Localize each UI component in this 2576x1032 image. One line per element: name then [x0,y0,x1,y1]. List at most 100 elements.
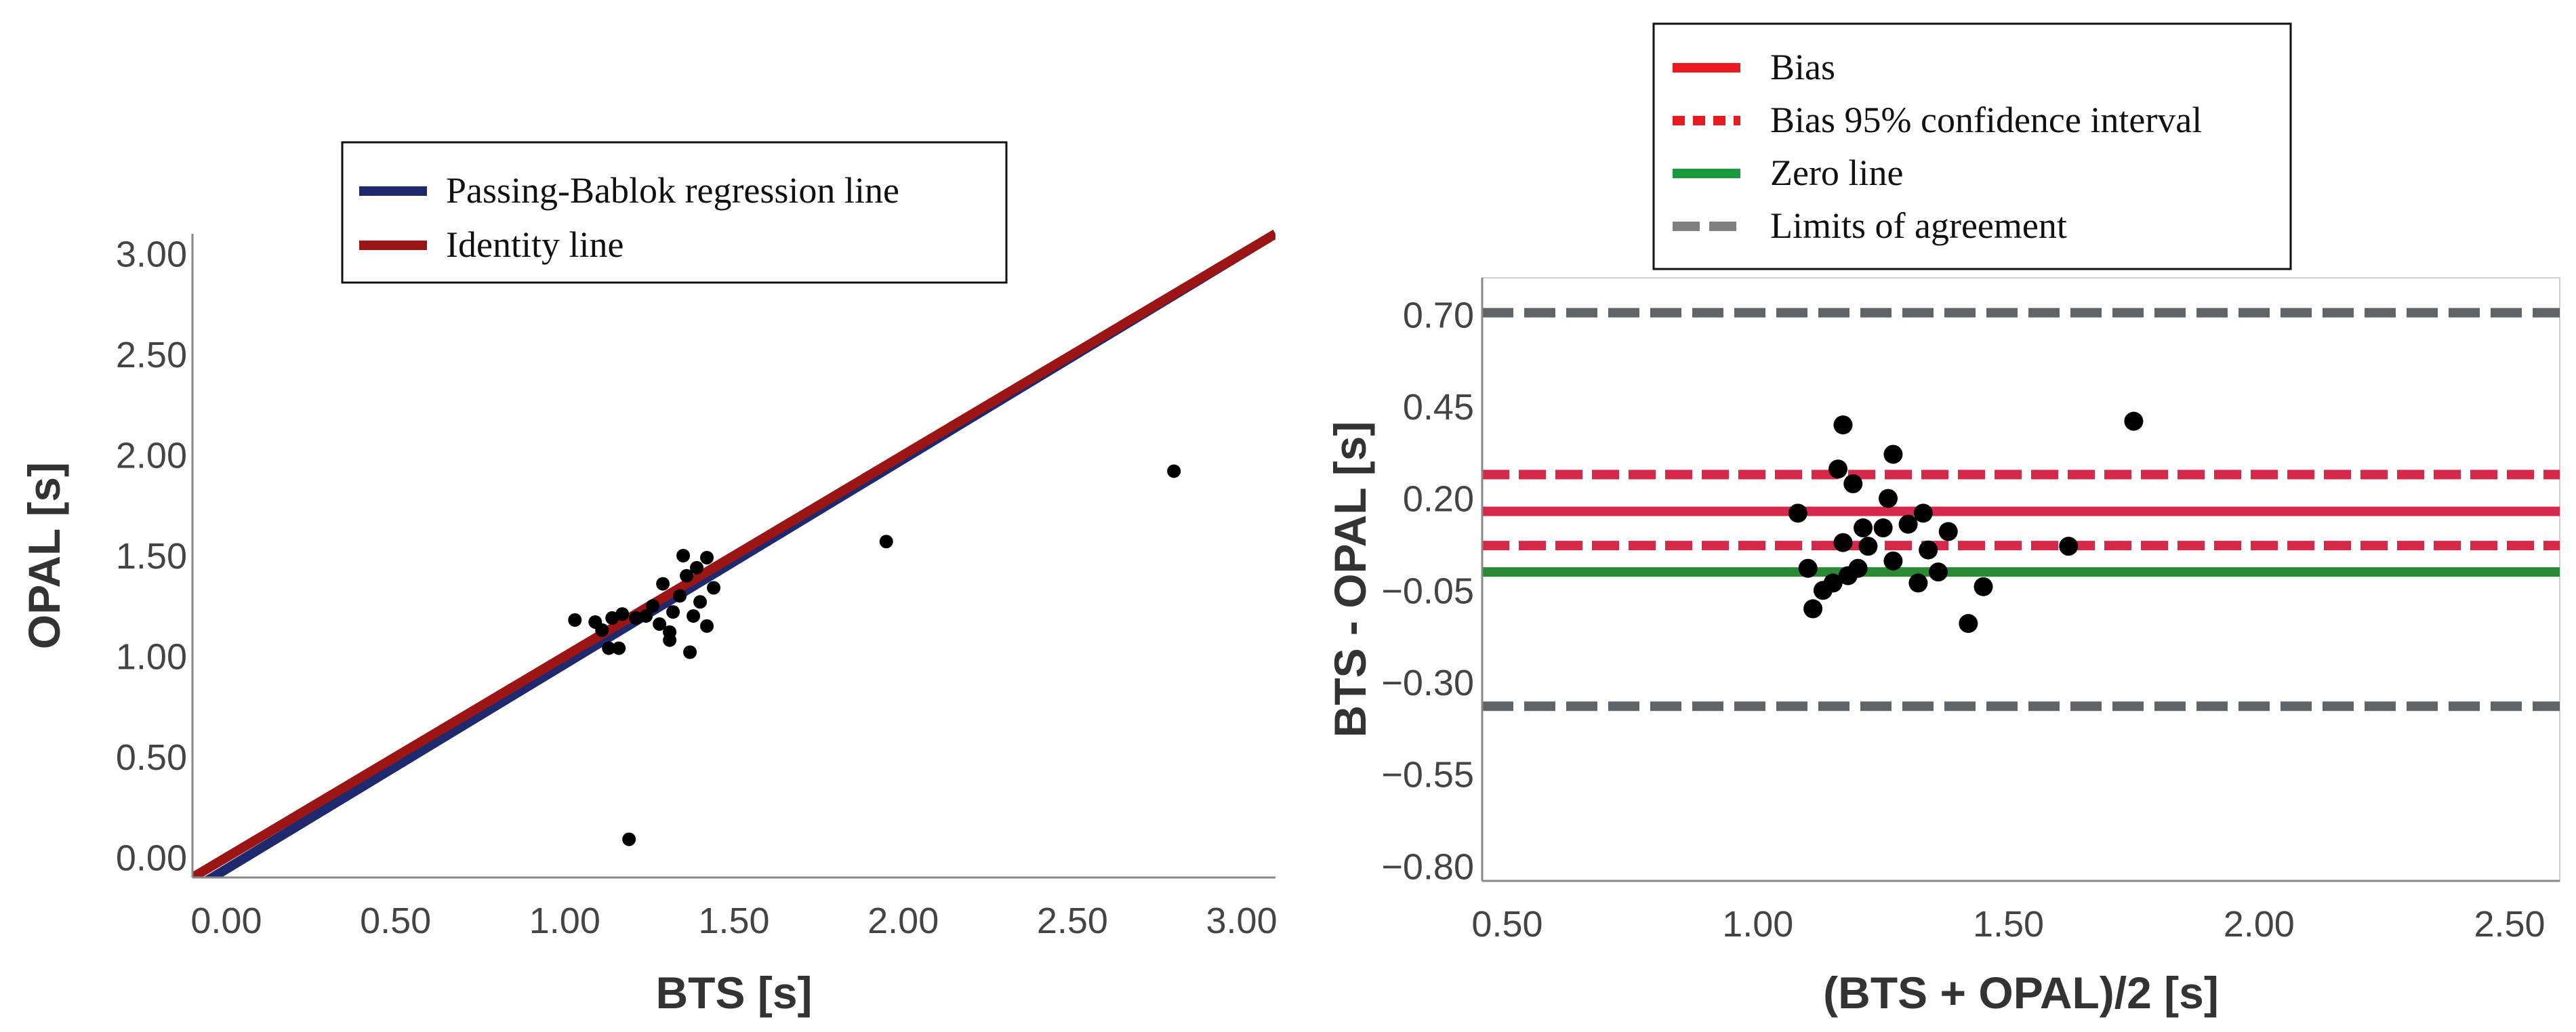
data-point [680,569,694,583]
data-point [1883,445,1903,464]
legend-box [1652,22,2292,270]
data-point [666,605,680,619]
data-point [605,611,619,625]
data-point [1858,537,1878,556]
data-point [1854,518,1873,538]
data-point [676,549,691,562]
y-tick-label: 0.00 [116,838,187,878]
data-point [1928,562,1948,582]
data-point [1788,503,1807,523]
data-point [2059,537,2079,556]
y-tick-label: 2.00 [116,436,187,476]
legend-label-bias: Bias [1770,47,1835,87]
data-point [595,623,609,637]
data-point [700,550,714,564]
data-point [622,832,636,846]
y-tick-label: 1.50 [116,536,187,577]
data-point [656,577,670,591]
data-point [1883,551,1903,571]
y-tick-label: 3.00 [116,234,187,275]
x-tick-label: 0.50 [360,901,431,941]
x-tick-label: 2.00 [867,901,939,941]
y-tick-label: −0.30 [1381,663,1474,703]
data-point [1898,514,1918,534]
data-point [1959,614,1978,634]
data-point [1803,599,1823,619]
legend: Bias Bias 95% confidence interval Zero l… [1652,22,2292,270]
bland-altman-chart: 0.50 1.00 1.50 2.00 2.50 0.70 0.45 0.20 −0.05 −0… [1325,22,2560,1018]
data-point [1913,503,1933,523]
x-axis-title: (BTS + OPAL)/2 [s] [1823,968,2219,1018]
y-tick-label: 1.00 [116,636,187,677]
data-point [612,641,626,655]
data-point [707,581,721,595]
x-tick-label: 0.50 [1471,904,1542,945]
data-point [693,595,708,609]
x-tick-labels: 0.50 1.00 1.50 2.00 2.50 [1471,904,2545,945]
legend-box [341,141,1008,284]
data-point [1167,464,1181,478]
data-point [2124,411,2144,431]
x-tick-label: 1.00 [1722,904,1793,945]
regression-lines [192,229,1275,878]
y-tick-label: 0.50 [116,737,187,778]
data-point [602,641,616,655]
data-point [639,609,653,623]
reference-lines [1482,308,2560,711]
data-point [1879,489,1898,508]
y-tick-label: −0.55 [1381,755,1474,796]
data-point [1848,558,1868,578]
data-point [663,625,677,639]
data-point [1843,474,1863,493]
identity-line [192,229,1275,878]
y-tick-label: 0.45 [1403,387,1474,428]
data-point [568,613,582,627]
x-axis-title: BTS [s] [656,968,813,1018]
y-tick-label: 0.20 [1403,479,1474,520]
scatter-points [1788,411,2144,634]
legend-label-zero: Zero line [1770,152,1903,193]
x-tick-label: 2.50 [1037,901,1108,941]
data-point [653,617,667,631]
data-point [1974,577,1993,596]
y-tick-label: −0.80 [1381,846,1474,887]
y-tick-label: 0.70 [1403,295,1474,335]
legend-label-limits: Limits of agreement [1770,205,2067,246]
scatter-points [568,464,1181,846]
x-tick-label: 2.00 [2224,904,2295,945]
data-point [1828,459,1848,479]
x-tick-label: 3.00 [1206,901,1277,941]
data-point [879,535,893,549]
data-point [646,599,660,613]
data-point [683,645,697,659]
x-tick-label: 0.00 [190,901,262,941]
x-tick-label: 2.50 [2474,904,2545,945]
y-tick-labels: 0.00 0.50 1.00 1.50 2.00 2.50 3.00 [116,234,187,879]
legend-label-identity: Identity line [446,224,623,265]
passing-bablok-chart: 0.00 0.50 1.00 1.50 2.00 2.50 3.00 0.00 0.50 1.0… [19,141,1277,1018]
data-point [1908,573,1928,593]
x-tick-label: 1.50 [698,901,769,941]
y-tick-labels: 0.70 0.45 0.20 −0.05 −0.30 −0.55 −0.80 [1381,295,1474,887]
data-point [1823,573,1843,593]
data-point [1833,533,1853,552]
x-tick-labels: 0.00 0.50 1.00 1.50 2.00 2.50 3.00 [190,901,1277,941]
data-point [690,560,704,575]
data-point [1833,415,1853,435]
y-axis-title: BTS - OPAL [s] [1325,421,1375,738]
data-point [700,619,714,633]
y-tick-label: −0.05 [1381,571,1474,611]
data-point [673,589,687,603]
data-point [1798,558,1818,578]
legend-label-regression: Passing-Bablok regression line [446,170,899,211]
data-point [615,607,630,621]
x-tick-label: 1.50 [1973,904,2044,945]
x-tick-label: 1.00 [529,901,600,941]
y-tick-label: 2.50 [116,335,187,375]
data-point [1938,522,1958,541]
data-point [687,609,701,623]
y-axis-title: OPAL [s] [19,462,69,649]
data-point [1919,540,1938,560]
data-point [1873,518,1893,538]
